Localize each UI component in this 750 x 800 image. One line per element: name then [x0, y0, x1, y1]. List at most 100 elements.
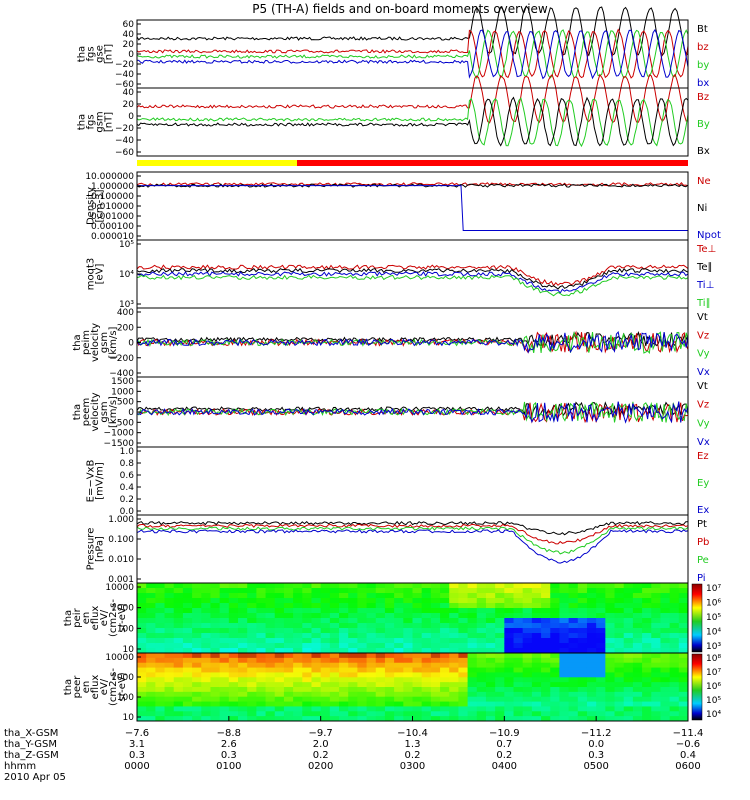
spectrogram-cell	[283, 583, 294, 589]
spectrogram-cell	[577, 583, 588, 589]
spectrogram-cell	[421, 696, 432, 703]
spectrogram-cell	[623, 648, 634, 654]
spectrogram-cell	[311, 633, 322, 639]
spectrogram-cell	[430, 716, 441, 722]
spectrogram-cell	[495, 657, 505, 664]
spectrogram-cell	[412, 687, 423, 693]
spectrogram-cell	[339, 643, 349, 649]
spectrogram-cell	[485, 613, 496, 619]
spectrogram-cell	[660, 583, 671, 589]
spectrogram-cell	[228, 696, 239, 703]
spectrogram-cell	[384, 603, 395, 609]
spectrogram-cell	[320, 662, 331, 669]
y-tick-label: 20	[123, 100, 135, 110]
spectrogram-cell	[302, 677, 312, 683]
spectrogram-cell	[642, 648, 652, 654]
spectrogram-cell	[421, 613, 432, 619]
series-line	[136, 274, 689, 297]
spectrogram-cell	[522, 608, 533, 614]
spectrogram-cell	[247, 623, 257, 629]
spectrogram-cell	[146, 613, 156, 619]
spectrogram-cell	[283, 593, 294, 599]
spectrogram-cell	[586, 593, 597, 599]
spectrogram-cell	[642, 706, 652, 712]
spectrogram-cell	[182, 696, 193, 703]
spectrogram-cell	[449, 643, 459, 649]
spectrogram-cell	[430, 687, 441, 693]
series-line	[136, 402, 689, 424]
spectrogram-cell	[541, 603, 551, 609]
spectrogram-cell	[293, 672, 303, 678]
spectrogram-cell	[182, 662, 193, 669]
spectrogram-cell	[329, 672, 340, 678]
spectrogram-cell	[320, 588, 331, 594]
spectrogram-cell	[219, 588, 230, 594]
spectrogram-cell	[467, 583, 478, 589]
legend-entry: Bz	[697, 92, 709, 103]
spectrogram-cell	[485, 643, 496, 649]
spectrogram-cell	[577, 701, 588, 707]
spectrogram-cell	[201, 653, 211, 659]
spectrogram-cell	[228, 598, 239, 604]
spectrogram-cell	[274, 618, 285, 624]
spectrogram-cell	[228, 613, 239, 619]
spectrogram-cell	[238, 638, 248, 644]
spectrogram-cell	[596, 633, 606, 639]
spectrogram-cell	[384, 706, 395, 712]
spectrogram-cell	[366, 623, 377, 629]
spectrogram-cell	[605, 662, 616, 669]
spectrogram-cell	[596, 613, 606, 619]
series-line	[136, 97, 689, 148]
spectrogram-cell	[192, 662, 202, 669]
spectrogram-cell	[274, 657, 285, 664]
spectrogram-cell	[476, 716, 487, 722]
spectrogram-cell	[256, 598, 267, 604]
spectrogram-cell	[440, 598, 450, 604]
spectrogram-cell	[329, 687, 340, 693]
spectrogram-cell	[642, 608, 652, 614]
y-tick-label: 0.100	[108, 535, 134, 545]
spectrogram-cell	[137, 706, 147, 712]
spectrogram-cell	[192, 628, 202, 634]
spectrogram-cell	[522, 638, 533, 644]
y-tick-label: 400	[117, 308, 134, 318]
spectrogram-cell	[219, 682, 230, 688]
spectrogram-cell	[504, 643, 515, 649]
spectrogram-cell	[495, 682, 505, 688]
spectrogram-cell	[320, 672, 331, 678]
spectrogram-cell	[173, 701, 184, 707]
spectrogram-cell	[311, 662, 322, 669]
spectrogram-cell	[182, 628, 193, 634]
spectrogram-cell	[366, 687, 377, 693]
spectrogram-cell	[357, 662, 368, 669]
spectrogram-cell	[348, 662, 358, 669]
spectrogram-cell	[403, 643, 413, 649]
spectrogram-cell	[155, 716, 166, 722]
spectrogram-cell	[182, 623, 193, 629]
spectrogram-cell	[495, 623, 505, 629]
spectrogram-cell	[632, 643, 643, 649]
spectrogram-cell	[596, 696, 606, 703]
spectrogram-cell	[403, 672, 413, 678]
spectrogram-cell	[137, 608, 147, 614]
spectrogram-cell	[302, 628, 312, 634]
spectrogram-cell	[173, 667, 184, 673]
series-line	[136, 526, 689, 555]
spectrogram-cell	[596, 701, 606, 707]
spectrogram-cell	[348, 588, 358, 594]
spectrogram-cell	[632, 696, 643, 703]
y-tick-label: −200	[109, 354, 134, 364]
spectrogram-cell	[678, 643, 689, 649]
spectrogram-cell	[568, 696, 579, 703]
spectrogram-cell	[173, 593, 184, 599]
spectrogram-cell	[293, 716, 303, 722]
spectrogram-cell	[642, 628, 652, 634]
spectrogram-cell	[559, 638, 570, 644]
spectrogram-cell	[357, 687, 368, 693]
spectrogram-cell	[182, 672, 193, 678]
spectrogram-cell	[219, 672, 230, 678]
spectrogram-cell	[192, 687, 202, 693]
spectrogram-cell	[283, 687, 294, 693]
spectrogram-cell	[238, 598, 248, 604]
spectrogram-cell	[357, 677, 368, 683]
